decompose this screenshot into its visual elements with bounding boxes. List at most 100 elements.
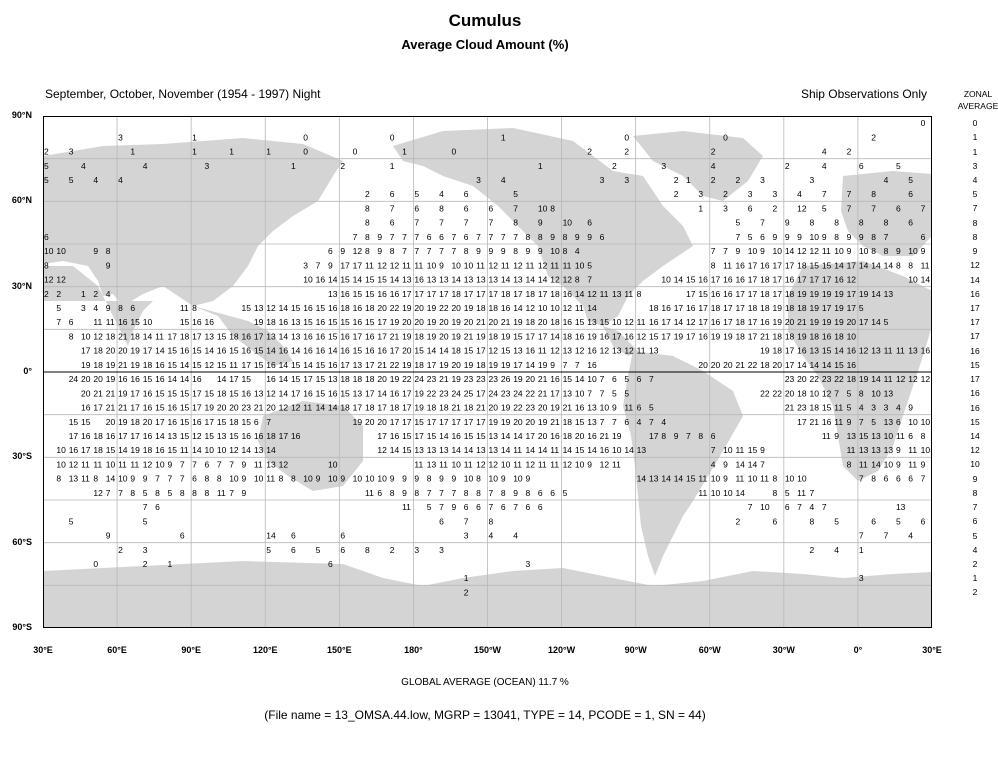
cell-value: 9 [760,246,765,256]
cell-value: 16 [414,275,424,285]
cell-value: 10 [155,459,165,469]
cell-value: 14 [303,360,313,370]
cell-value: 9 [106,531,111,541]
cell-value: 20 [526,374,536,384]
cell-value: 8 [439,203,444,213]
cell-value: 20 [414,317,424,327]
cell-value: 6 [464,232,469,242]
cell-value: 22 [760,388,770,398]
cell-value: 14 [871,260,881,270]
cell-value: 19 [451,374,461,384]
cell-value: 16 [242,346,252,356]
cell-value: 19 [451,317,461,327]
cell-value: 9 [93,246,98,256]
cell-value: 12 [476,459,486,469]
cell-value: 0 [93,559,98,569]
cell-value: 14 [797,360,807,370]
cell-value: 14 [439,431,449,441]
cell-value: 8 [291,474,296,484]
cell-value: 8 [390,488,395,498]
cell-value: 3 [600,175,605,185]
cell-value: 4 [637,417,642,427]
cell-value: 9 [513,488,518,498]
cell-value: 5 [822,203,827,213]
cell-value: 11 [624,289,633,299]
cell-value: 21 [118,360,128,370]
cell-value: 15 [353,346,363,356]
cell-value: 9 [167,459,172,469]
cell-value: 14 [279,360,289,370]
cell-value: 5 [649,403,654,413]
cell-value: 16 [266,360,276,370]
cell-value: 11 [365,488,374,498]
cell-value: 16 [847,360,857,370]
cell-value: 4 [489,531,494,541]
cell-value: 15 [229,346,239,356]
cell-value: 8 [896,260,901,270]
cell-value: 10 [81,331,91,341]
cell-value: 3 [884,403,889,413]
cell-value: 11 [884,374,893,384]
cell-value: 19 [810,317,820,327]
cell-value: 1 [859,545,864,555]
cell-value: 9 [451,502,456,512]
cell-value: 12 [205,360,215,370]
cell-value: 9 [242,459,247,469]
cell-value: 11 [439,459,448,469]
cell-value: 4 [859,403,864,413]
cell-value: 16 [698,275,708,285]
cell-value: 20 [402,346,412,356]
cell-value: 2 [143,559,148,569]
cell-value: 11 [698,488,707,498]
cell-value: 8 [563,232,568,242]
cell-value: 21 [451,403,461,413]
land-north-america [393,128,693,326]
cell-value: 7 [859,474,864,484]
cell-value: 13 [69,474,79,484]
cell-value: 16 [575,331,585,341]
cell-value: 21 [476,317,486,327]
cell-value: 1 [686,175,691,185]
cell-value: 10 [229,474,239,484]
global-average: GLOBAL AVERAGE (OCEAN) 11.7 % [401,677,569,688]
cell-value: 7 [921,474,926,484]
cell-value: 6 [390,189,395,199]
cell-value: 14 [279,303,289,313]
cell-value: 17 [859,317,869,327]
cell-value: 7 [439,488,444,498]
cell-value: 22 [748,360,758,370]
cell-value: 7 [414,218,419,228]
cell-value: 6 [896,203,901,213]
cell-value: 16 [192,417,202,427]
cell-value: 10 [661,275,671,285]
cell-value: 12 [896,374,906,384]
zonal-average-value: 17 [970,331,980,342]
cell-value: 8 [56,474,61,484]
cell-value: 4 [439,189,444,199]
cell-value: 18 [106,331,116,341]
cell-value: 5 [871,417,876,427]
cell-value: 16 [316,331,326,341]
cell-value: 13 [649,474,659,484]
cell-value: 18 [143,360,153,370]
cell-value: 16 [316,346,326,356]
cell-value: 12 [921,374,931,384]
cell-value: 2 [735,516,740,526]
cell-value: 4 [661,417,666,427]
cell-value: 3 [143,545,148,555]
cell-value: 7 [402,246,407,256]
cell-value: 7 [229,459,234,469]
cell-value: 16 [192,317,202,327]
cell-value: 13 [476,445,486,455]
cell-value: 13 [587,317,597,327]
cell-value: 9 [143,474,148,484]
cell-value: 17 [698,303,708,313]
cell-value: 17 [254,331,264,341]
cell-value: 6 [908,218,913,228]
cell-value: 6 [254,417,259,427]
cell-value: 10 [56,459,66,469]
cell-value: 20 [526,417,536,427]
lon-tick-label: 30°E [33,645,53,655]
cell-value: 17 [847,303,857,313]
cell-value: 7 [489,488,494,498]
